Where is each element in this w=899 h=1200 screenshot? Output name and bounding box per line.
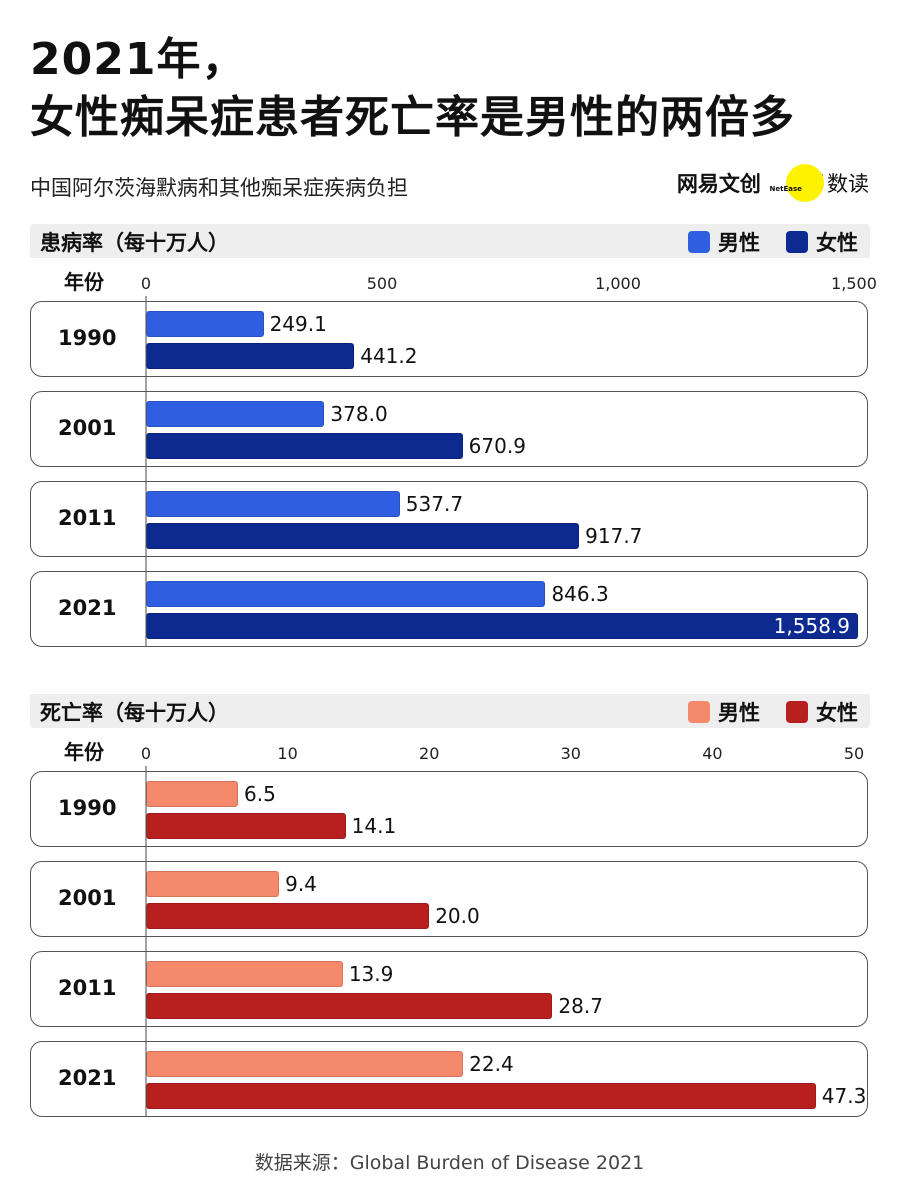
brand-logo: 网易文创 NetEase / 数读: [676, 164, 869, 202]
subtitle: 中国阿尔茨海默病和其他痴呆症疾病负担: [30, 176, 408, 200]
legend-swatch: [786, 231, 808, 253]
brand-small-text: NetEase: [769, 185, 802, 193]
axis-tick-label: 500: [366, 274, 398, 293]
legend-label: 男性: [718, 231, 760, 255]
axis-tick-label: 40: [702, 744, 723, 763]
bar-value-label: 917.7: [585, 524, 643, 548]
bar-male: [146, 961, 343, 987]
bar-female: [146, 343, 355, 369]
year-label: 1990: [58, 326, 117, 350]
bar-value-label: 14.1: [351, 814, 397, 838]
bar-female: [146, 523, 580, 549]
title-line-1: 2021年，: [30, 34, 247, 85]
year-column-header: 年份: [64, 270, 104, 294]
data-source: 数据来源：Global Burden of Disease 2021: [254, 1152, 645, 1174]
axis-tick-label: 50: [843, 744, 865, 763]
bar-female: [146, 903, 430, 929]
legend-label: 男性: [718, 701, 760, 725]
section-title: 患病率（每十万人）: [40, 231, 229, 255]
legend-swatch: [688, 231, 710, 253]
legend-item: 男性: [688, 697, 760, 727]
year-label: 1990: [58, 796, 117, 820]
bar-female: [146, 613, 858, 639]
axis-tick-label: 20: [419, 744, 440, 763]
legend-swatch: [688, 701, 710, 723]
section-title: 死亡率（每十万人）: [40, 701, 229, 725]
bar-value-label: 441.2: [360, 344, 418, 368]
section-header: 死亡率（每十万人） 男性 女性: [30, 694, 870, 728]
axis-tick-label: 30: [560, 744, 581, 763]
bar-value-label: 670.9: [468, 434, 526, 458]
bar-female: [146, 813, 346, 839]
bar-female: [146, 993, 553, 1019]
bar-female: [146, 433, 463, 459]
legend-label: 女性: [816, 231, 858, 255]
legend-item: 女性: [786, 697, 858, 727]
bar-value-label: 537.7: [405, 492, 464, 516]
bar-male: [146, 581, 546, 607]
axis-zero-line: [145, 296, 147, 647]
section-header: 患病率（每十万人） 男性 女性: [30, 224, 870, 258]
bar-value-label: 13.9: [348, 962, 394, 986]
year-label: 2021: [58, 1066, 117, 1090]
year-label: 2001: [58, 416, 117, 440]
bar-value-label: 6.5: [244, 782, 276, 806]
bar-value-label: 9.4: [285, 872, 317, 896]
bar-value-label: 1,558.9: [773, 614, 850, 638]
title-line-2: 女性痴呆症患者死亡率是男性的两倍多: [30, 92, 795, 143]
axis-tick-label: 10: [277, 744, 298, 763]
bar-value-label: 249.1: [269, 312, 327, 336]
bar-value-label: 28.7: [558, 994, 603, 1018]
bar-value-label: 846.3: [551, 582, 609, 606]
bar-male: [146, 1051, 464, 1077]
bar-value-label: 20.0: [435, 904, 480, 928]
year-label: 2021: [58, 596, 117, 620]
axis-tick-label: 0: [140, 744, 152, 763]
bar-male: [146, 491, 400, 517]
legend: 男性 女性: [662, 697, 858, 727]
bar-value-label: 22.4: [469, 1052, 514, 1076]
bar-value-label: 47.3: [821, 1084, 867, 1108]
legend-item: 女性: [786, 227, 858, 257]
year-label: 2011: [58, 506, 117, 530]
year-label: 2011: [58, 976, 117, 1000]
bar-female: [146, 1083, 816, 1109]
brand-sub-text: 数读: [827, 172, 869, 196]
year-column-header: 年份: [64, 740, 104, 764]
bar-male: [146, 871, 280, 897]
year-label: 2001: [58, 886, 117, 910]
legend-swatch: [786, 701, 808, 723]
brand-circle-icon: [785, 164, 824, 202]
legend: 男性 女性: [662, 227, 858, 257]
bar-male: [146, 781, 239, 807]
axis-tick-label: 1,500: [831, 274, 877, 293]
bar-male: [146, 311, 264, 337]
bar-male: [146, 401, 325, 427]
legend-label: 女性: [816, 701, 858, 725]
brand-main-text: 网易文创: [676, 172, 761, 196]
axis-zero-line: [145, 766, 147, 1117]
axis-tick-label: 1,000: [595, 274, 641, 293]
legend-item: 男性: [688, 227, 760, 257]
axis-tick-label: 0: [140, 274, 152, 293]
bar-value-label: 378.0: [330, 402, 388, 426]
